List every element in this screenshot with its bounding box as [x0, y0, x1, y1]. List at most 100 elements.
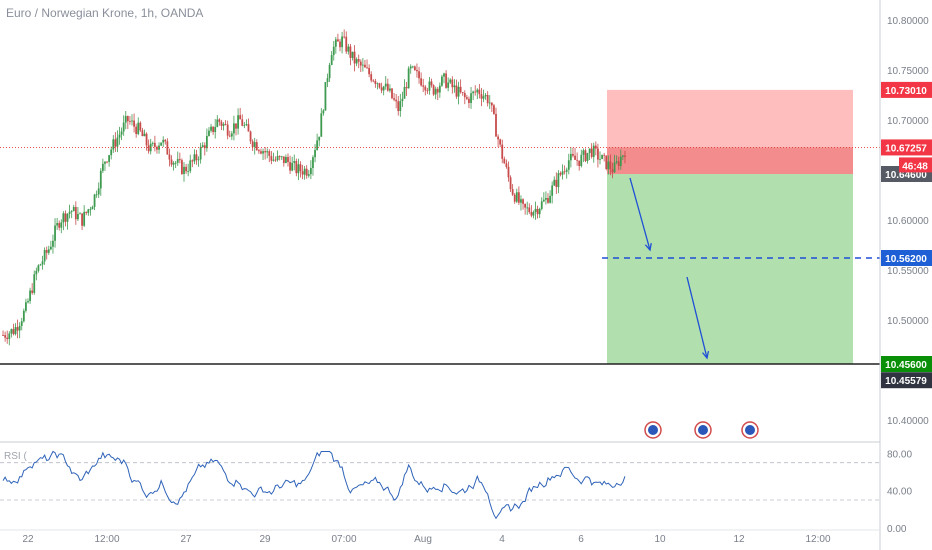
candle-body: [247, 124, 250, 132]
candle-body: [241, 119, 244, 126]
candle-body: [312, 157, 314, 168]
candle-body: [540, 201, 543, 209]
candle-body: [112, 139, 115, 150]
rsi-tick-label: 80.00: [887, 449, 912, 460]
candle-body: [451, 79, 454, 88]
candle-body: [355, 59, 358, 64]
candle-body: [386, 83, 389, 91]
candle-body: [307, 174, 310, 176]
candle-body: [588, 148, 591, 153]
candle-body: [413, 66, 416, 71]
candle-body: [476, 89, 479, 93]
candle-body: [447, 82, 450, 88]
tag-countdown: 46:48: [899, 157, 932, 173]
candle-body: [586, 152, 589, 161]
event-flag-icon[interactable]: [644, 421, 662, 439]
candle-body: [572, 153, 574, 156]
candle-body: [199, 147, 202, 160]
candle-body: [615, 161, 618, 163]
candle-body: [605, 155, 608, 169]
candle-body: [339, 41, 341, 48]
candle-body: [153, 142, 156, 147]
candle-body: [108, 155, 111, 162]
candle-body: [195, 154, 198, 161]
candle-body: [332, 46, 335, 56]
candle-body: [181, 160, 183, 174]
candle-body: [126, 116, 129, 122]
candle-body: [611, 169, 614, 173]
candle-body: [609, 161, 612, 170]
candle-body: [569, 153, 572, 161]
candle-body: [324, 82, 327, 111]
candle-body: [45, 250, 48, 253]
candle-body: [101, 163, 104, 171]
candle-body: [399, 101, 402, 112]
candle-body: [120, 131, 123, 135]
candle-body: [291, 162, 294, 171]
event-flag-icon[interactable]: [694, 421, 712, 439]
candle-body: [384, 83, 387, 87]
candle-body: [299, 164, 302, 172]
candle-body: [486, 95, 489, 104]
candle-body: [245, 124, 248, 125]
candle-body: [268, 151, 271, 156]
candle-body: [79, 213, 81, 215]
candle-body: [422, 85, 425, 87]
candle-body: [590, 148, 593, 157]
tag-current-price-bg: [881, 139, 932, 156]
candle-body: [143, 133, 146, 137]
candle-body: [141, 130, 144, 137]
time-tick-label: 07:00: [331, 534, 356, 545]
candle-body: [453, 85, 456, 88]
tag-current-price-text: 10.67257: [885, 143, 927, 154]
candle-body: [264, 151, 267, 153]
candle-body: [12, 329, 15, 335]
candle-body: [253, 142, 256, 147]
candle-body: [197, 159, 200, 161]
arrow-shaft: [686, 276, 708, 359]
candle-body: [334, 39, 337, 47]
event-flag-icon[interactable]: [741, 421, 759, 439]
candle-body: [166, 141, 169, 155]
candle-body: [185, 166, 187, 172]
tag-low-bg: [881, 372, 932, 389]
candle-body: [520, 199, 522, 203]
candle-body: [2, 335, 4, 336]
candle-body: [553, 179, 556, 186]
candle-body: [524, 203, 527, 208]
candle-body: [255, 142, 258, 151]
tag-stop-bg: [881, 356, 932, 372]
time-tick-label: 29: [259, 534, 271, 545]
candle-body: [226, 124, 229, 136]
time-tick-label: 6: [578, 534, 584, 545]
candle-body: [276, 156, 279, 161]
candle-body: [131, 120, 133, 122]
candle-body: [212, 126, 215, 133]
candle-body: [85, 211, 88, 213]
candle-body: [216, 119, 219, 127]
candle-body: [395, 99, 398, 102]
candle-body: [191, 160, 194, 162]
candle-body: [364, 64, 366, 68]
candle-body: [218, 119, 221, 122]
candle-body: [318, 136, 321, 141]
candle-body: [89, 209, 92, 211]
candle-body: [124, 116, 127, 123]
candle-body: [278, 156, 281, 157]
candle-body: [343, 36, 346, 38]
candle-body: [438, 85, 441, 93]
candle-body: [426, 90, 429, 92]
candle-body: [193, 154, 196, 162]
tag-low: 10.45579: [881, 372, 932, 389]
price-tick-label: 10.60000: [887, 216, 929, 227]
candle-body: [114, 139, 117, 147]
candle-body: [478, 89, 481, 95]
time-tick-label: 4: [499, 534, 505, 545]
candle-body: [285, 157, 287, 164]
candle-body: [60, 222, 63, 228]
candle-body: [164, 139, 167, 142]
candle-body: [249, 131, 252, 142]
candle-body: [411, 66, 414, 68]
candle-body: [282, 156, 285, 164]
